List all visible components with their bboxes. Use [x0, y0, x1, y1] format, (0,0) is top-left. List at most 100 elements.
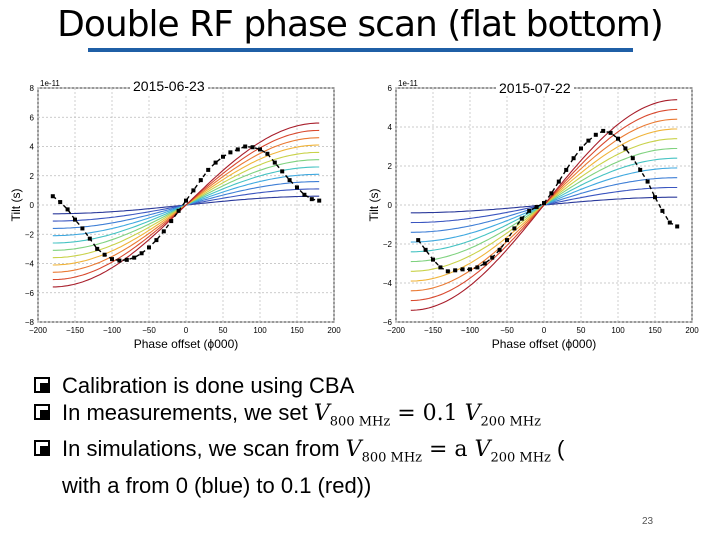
checkbox-bullet-icon	[34, 377, 50, 393]
x-tick-label: 150	[648, 326, 662, 335]
measurement-point	[95, 246, 100, 251]
measurement-point	[542, 201, 546, 206]
y-tick-label: −6	[25, 289, 35, 298]
bullet-item: Calibration is done using CBA	[34, 372, 694, 399]
x-tick-label: 50	[219, 326, 228, 335]
title-underline	[88, 48, 633, 52]
bullet-text: Calibration is done using CBA	[62, 373, 355, 398]
measurement-point	[58, 200, 63, 205]
x-tick-label: 0	[542, 326, 547, 335]
measurement-point	[608, 130, 613, 135]
measurement-point	[667, 220, 672, 225]
measurement-point	[302, 192, 307, 197]
simulation-curve	[52, 122, 320, 288]
slide-title: Double RF phase scan (flat bottom)	[57, 4, 664, 45]
measurement-point	[423, 247, 428, 252]
y-axis-label: Tilt (s)	[367, 189, 381, 222]
measurement-point	[490, 255, 495, 260]
measurement-point	[295, 185, 299, 190]
x-tick-label: 200	[685, 326, 699, 335]
x-tick-label: −200	[29, 326, 48, 335]
measurement-point	[593, 132, 598, 137]
bullet-list: Calibration is done using CBA In measure…	[34, 372, 694, 499]
checkbox-bullet-icon	[34, 440, 50, 457]
measurement-point	[139, 251, 144, 256]
measurement-point	[50, 194, 55, 199]
measurement-point	[184, 198, 188, 203]
measurement-point	[280, 169, 285, 174]
measurement-point	[460, 267, 465, 272]
measurement-point	[169, 219, 174, 224]
x-tick-label: −150	[424, 326, 443, 335]
x-tick-label: −200	[387, 326, 406, 335]
measurement-point	[431, 257, 435, 262]
measurement-point	[623, 146, 628, 151]
y-tick-label: 0	[388, 201, 393, 210]
measurement-point	[161, 229, 166, 234]
measurement-point	[645, 179, 650, 184]
measurement-point	[198, 178, 203, 183]
measurement-point	[416, 238, 421, 243]
measurement-point	[80, 226, 85, 231]
page-number: 23	[642, 516, 654, 527]
measurement-point	[571, 156, 576, 161]
measurement-point	[243, 144, 248, 149]
y-multiplier-label: 1e-11	[398, 79, 418, 88]
measurement-point	[228, 150, 233, 155]
measurement-point	[630, 156, 635, 161]
y-tick-label: −4	[383, 279, 393, 288]
chart-right: −200 −150 −100 −50 0 50 100 150 200 −6 −4 −2 0 2 4 6 1e-…	[366, 76, 716, 358]
chart-right-svg: −200 −150 −100 −50 0 50 100 150 200 −6 −4 −2 0 2 4 6 1e-…	[367, 79, 699, 351]
x-tick-label: −150	[66, 326, 85, 335]
x-tick-label: 50	[577, 326, 586, 335]
measurement-point	[65, 207, 70, 212]
y-tick-label: 2	[30, 172, 35, 181]
measurement-point	[482, 261, 487, 266]
x-tick-label: −50	[142, 326, 156, 335]
math-symbol: V800 MHz = a V200 MHz	[345, 437, 551, 466]
measurement-point	[132, 255, 137, 260]
measurement-point	[564, 167, 569, 172]
math-symbol: V800 MHz = 0.1 V200 MHz	[313, 401, 541, 430]
y-axis-label: Tilt (s)	[9, 189, 23, 222]
chart-left: −200 −150 −100 −50 0 50 100 150 200 −8 −6 −4 −2 0 2 4 6 8…	[8, 76, 358, 358]
bullet-item: In measurements, we set V800 MHz = 0.1 V…	[34, 399, 694, 435]
measurement-point	[213, 160, 218, 165]
y-tick-label: 6	[388, 84, 393, 93]
y-tick-label: 6	[30, 113, 35, 122]
measurement-point	[272, 160, 277, 165]
x-tick-label: 150	[290, 326, 304, 335]
measurement-point	[616, 136, 620, 141]
y-tick-label: 2	[388, 162, 393, 171]
y-multiplier-label: 1e-11	[40, 79, 60, 88]
y-tick-label: 0	[30, 201, 35, 210]
measurement-point	[505, 238, 509, 243]
x-tick-label: 200	[327, 326, 341, 335]
measurement-point	[601, 128, 606, 133]
chart-right-date: 2015-07-22	[496, 80, 574, 96]
y-tick-label: 4	[388, 123, 393, 132]
y-tick-label: −8	[25, 318, 35, 327]
measurement-point	[221, 154, 225, 159]
y-tick-label: −2	[25, 230, 35, 239]
measurement-point	[124, 257, 129, 262]
chart-left-date: 2015-06-23	[130, 78, 208, 94]
measurement-point	[512, 226, 517, 231]
measurement-point	[147, 245, 151, 250]
x-tick-label: 100	[611, 326, 625, 335]
chart-left-svg: −200 −150 −100 −50 0 50 100 150 200 −8 −6 −4 −2 0 2 4 6 8…	[9, 79, 341, 351]
measurement-point	[445, 269, 450, 274]
x-tick-label: −100	[103, 326, 122, 335]
measurement-point	[176, 208, 181, 213]
y-tick-label: 8	[30, 84, 35, 93]
measurement-point	[250, 145, 255, 150]
measurement-point	[579, 146, 583, 151]
measurement-point	[287, 178, 292, 183]
measurement-point	[154, 238, 159, 243]
measurement-point	[534, 204, 539, 209]
x-axis-label: Phase offset (ϕ000)	[134, 337, 239, 351]
measurement-point	[453, 268, 458, 273]
x-tick-label: −100	[461, 326, 480, 335]
y-tick-label: −6	[383, 318, 393, 327]
measurement-point	[556, 179, 561, 184]
